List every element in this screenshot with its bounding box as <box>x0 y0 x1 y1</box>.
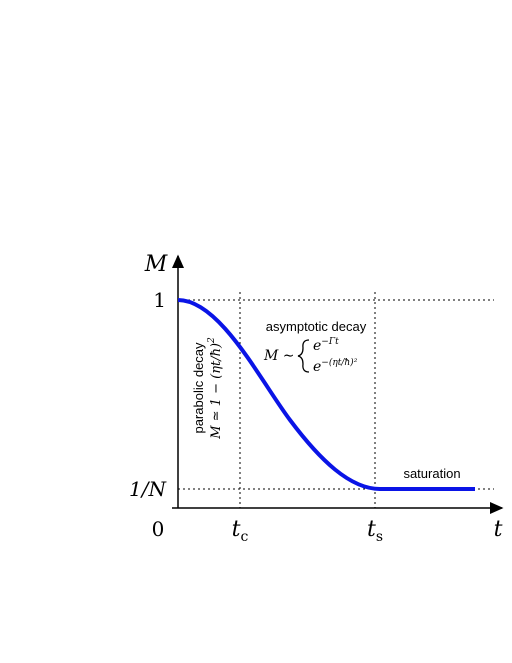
tick-sub: c <box>241 529 249 545</box>
annotation-title: parabolic decay <box>191 342 206 434</box>
x-tick-label: tc <box>232 517 249 545</box>
brace <box>297 339 310 373</box>
y-axis-label: M <box>144 252 168 277</box>
case-exp: −Γt <box>321 337 339 347</box>
y-tick-label: 1/N <box>129 477 167 501</box>
case-base: e <box>313 359 321 375</box>
annotation-title: asymptotic decay <box>266 319 367 334</box>
formula-text: M ≃ 1 − (ηt/ħ) <box>209 343 224 440</box>
formula-sup: 2 <box>207 337 217 344</box>
annotation-lhs: M ∼ <box>263 348 295 364</box>
y-tick-label: 1 <box>153 288 166 312</box>
case-exp: −(ηt/ħ)² <box>321 357 357 368</box>
case-expr: e−(ηt/ħ)² <box>313 357 358 375</box>
case-base: e <box>313 338 321 354</box>
origin-label: 0 <box>152 517 165 541</box>
tick-sub: s <box>376 529 383 545</box>
x-axis-label: t <box>494 517 503 542</box>
decay-curve <box>177 298 475 491</box>
x-tick-label: ts <box>367 517 383 545</box>
annotation-formula: M ≃ 1 − (ηt/ħ)2 <box>207 337 224 440</box>
tick-main: t <box>232 517 241 542</box>
annotation-title: saturation <box>403 466 460 481</box>
case-expr: e−Γt <box>313 337 339 354</box>
tick-main: t <box>367 517 376 542</box>
